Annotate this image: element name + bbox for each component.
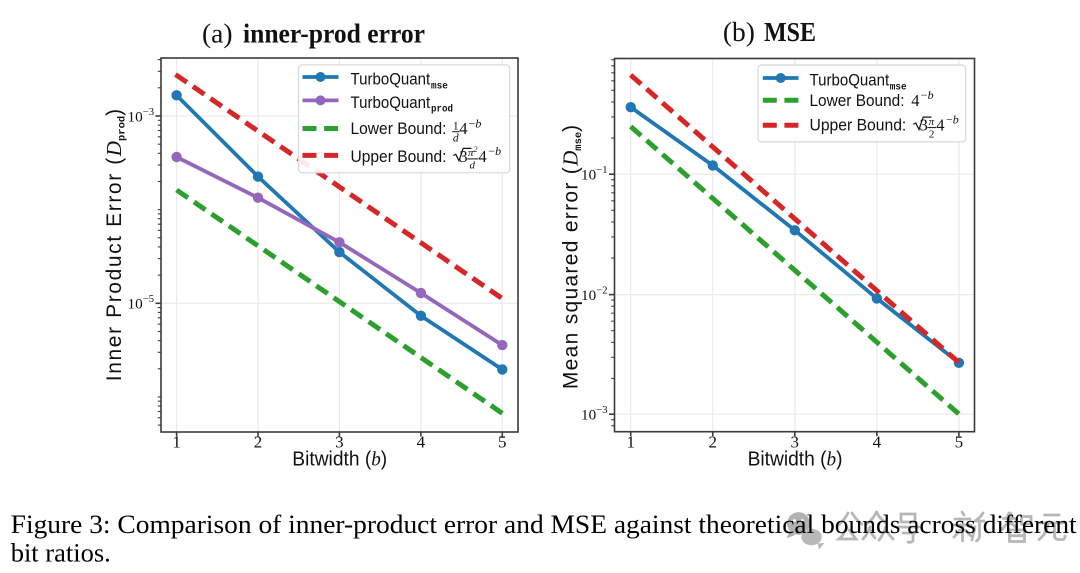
svg-text:Mean squared error (Dmse): Mean squared error (Dmse) <box>559 125 586 389</box>
svg-text:d: d <box>470 160 476 172</box>
svg-text:(a): (a) <box>202 17 233 48</box>
svg-text:d: d <box>453 132 459 144</box>
svg-text:4: 4 <box>459 119 467 138</box>
svg-text:−b: −b <box>946 113 959 127</box>
svg-text:(b): (b) <box>723 16 755 47</box>
svg-text:5: 5 <box>955 432 964 451</box>
svg-text:Upper Bound:: Upper Bound: <box>810 116 907 135</box>
svg-text:4: 4 <box>873 432 882 451</box>
svg-text:Inner Product Error (Dprod): Inner Product Error (Dprod) <box>102 109 129 381</box>
svg-text:Lower Bound:: Lower Bound: <box>810 91 905 110</box>
svg-text:2: 2 <box>929 128 935 140</box>
svg-text:π: π <box>929 116 935 128</box>
svg-text:2: 2 <box>709 432 718 451</box>
svg-text:5: 5 <box>498 432 507 451</box>
svg-text:mse: mse <box>431 81 448 92</box>
svg-text:inner-prod error: inner-prod error <box>243 17 425 48</box>
svg-text:4: 4 <box>417 432 426 451</box>
svg-text:2: 2 <box>254 432 263 451</box>
svg-text:MSE: MSE <box>764 16 816 47</box>
svg-text:−b: −b <box>469 116 482 130</box>
svg-text:3: 3 <box>335 432 344 451</box>
svg-text:1: 1 <box>626 432 635 451</box>
svg-text:TurboQuant: TurboQuant <box>810 71 890 90</box>
svg-text:Upper Bound:: Upper Bound: <box>351 147 447 166</box>
svg-text:1: 1 <box>453 121 459 133</box>
svg-text:mse: mse <box>890 82 907 93</box>
svg-text:Figure 3: Comparison of inner: Figure 3: Comparison of inner-product er… <box>11 509 1078 539</box>
svg-text:−b: −b <box>921 88 934 102</box>
svg-text:3: 3 <box>459 147 467 166</box>
svg-text:TurboQuant: TurboQuant <box>351 70 431 89</box>
svg-text:3: 3 <box>791 432 800 451</box>
svg-text:bit ratios.: bit ratios. <box>11 537 111 567</box>
svg-text:4: 4 <box>936 116 944 135</box>
svg-text:4: 4 <box>479 147 487 166</box>
svg-text:4: 4 <box>911 91 919 110</box>
svg-text:Bitwidth (b): Bitwidth (b) <box>748 448 843 470</box>
svg-text:π2: π2 <box>468 145 478 159</box>
svg-text:prod: prod <box>431 104 453 116</box>
svg-text:3: 3 <box>920 116 928 135</box>
svg-text:Bitwidth (b): Bitwidth (b) <box>292 448 387 470</box>
svg-text:Lower Bound:: Lower Bound: <box>351 119 447 138</box>
svg-text:1: 1 <box>172 432 181 451</box>
svg-text:TurboQuant: TurboQuant <box>351 93 431 112</box>
svg-text:−b: −b <box>488 144 501 158</box>
